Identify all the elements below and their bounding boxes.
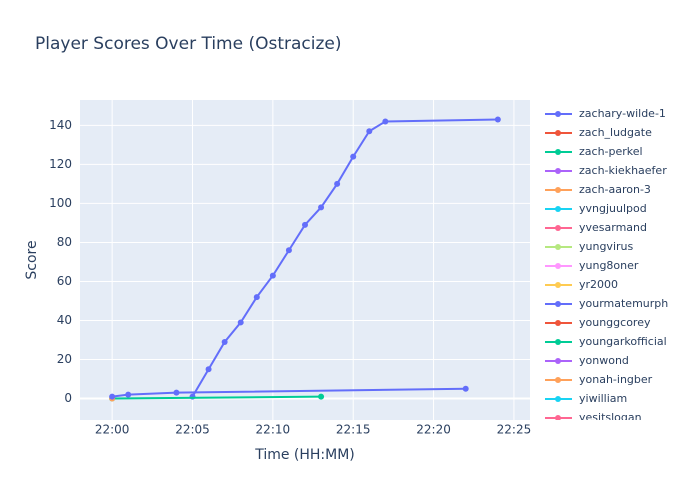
legend-marker	[555, 377, 561, 383]
legend-label: yungvirus	[579, 240, 633, 253]
data-point	[350, 153, 357, 160]
legend-label: zachary-wilde-1	[579, 107, 666, 120]
y-tick-label: 100	[49, 196, 72, 210]
data-point	[109, 393, 116, 400]
series-line	[112, 387, 466, 398]
legend-marker	[555, 244, 561, 250]
y-tick-label: 20	[57, 352, 72, 366]
x-tick-label: 22:20	[416, 423, 451, 437]
legend-label: yesitslogan	[579, 411, 642, 424]
legend-label: younggcorey	[579, 316, 651, 329]
data-point	[318, 393, 325, 400]
legend-marker	[555, 396, 561, 402]
legend-marker	[555, 206, 561, 212]
legend-marker	[555, 187, 561, 193]
x-tick-label: 22:15	[336, 423, 371, 437]
legend-label: yr2000	[579, 278, 618, 291]
legend-label: yonah-ingber	[579, 373, 653, 386]
legend-label: yiwilliam	[579, 392, 627, 405]
x-tick-label: 22:25	[497, 423, 532, 437]
legend-marker	[555, 263, 561, 269]
legend: zachary-wilde-1 zach_ludgate zach-perkel za…	[545, 107, 668, 424]
data-point	[205, 366, 212, 373]
legend-marker	[555, 111, 561, 117]
legend-label: zach-kiekhaefer	[579, 164, 667, 177]
legend-label: yvesarmand	[579, 221, 647, 234]
legend-marker	[555, 130, 561, 136]
y-tick-label: 140	[49, 118, 72, 132]
x-axis-title: Time (HH:MM)	[254, 447, 355, 463]
x-tick-label: 22:05	[175, 423, 210, 437]
y-tick-label: 120	[49, 157, 72, 171]
data-point	[462, 385, 469, 392]
y-tick-label: 60	[57, 274, 72, 288]
chart-title: Player Scores Over Time (Ostracize)	[35, 34, 342, 54]
legend-label: yung8oner	[579, 259, 639, 272]
legend-label: yonwond	[579, 354, 629, 367]
legend-marker	[555, 358, 561, 364]
plot	[109, 116, 501, 402]
data-point	[318, 204, 325, 211]
data-point	[173, 389, 180, 396]
series-line	[191, 118, 498, 398]
data-point	[494, 116, 501, 123]
legend-marker	[555, 225, 561, 231]
legend-marker	[555, 320, 561, 326]
series-line	[112, 395, 322, 400]
data-point	[269, 272, 276, 279]
plot-area	[80, 100, 530, 420]
legend-marker	[555, 339, 561, 345]
data-point	[382, 118, 389, 125]
legend-label: youngarkofficial	[579, 335, 667, 348]
x-tick-label: 22:10	[256, 423, 291, 437]
data-point	[285, 247, 292, 254]
legend-marker	[555, 301, 561, 307]
legend-label: yourmatemurph	[579, 297, 668, 310]
data-point	[253, 294, 260, 301]
data-point	[221, 338, 228, 345]
data-point	[125, 391, 132, 398]
legend-marker	[555, 149, 561, 155]
legend-label: zach-aaron-3	[579, 183, 651, 196]
y-axis-title: Score	[24, 240, 40, 279]
data-point	[302, 221, 308, 228]
data-point	[334, 180, 341, 187]
y-tick-label: 0	[64, 391, 72, 405]
x-tick-label: 22:00	[95, 423, 130, 437]
legend-marker	[555, 282, 561, 288]
y-tick-label: 40	[57, 313, 72, 327]
legend-label: yvngjuulpod	[579, 202, 647, 215]
y-tick-label: 80	[57, 235, 72, 249]
legend-marker	[555, 415, 561, 420]
grid	[80, 100, 530, 420]
data-point	[237, 319, 244, 326]
legend-label: zach-perkel	[579, 145, 643, 158]
legend-marker	[555, 168, 561, 174]
data-point	[366, 128, 373, 135]
legend-label: zach_ludgate	[579, 126, 652, 139]
